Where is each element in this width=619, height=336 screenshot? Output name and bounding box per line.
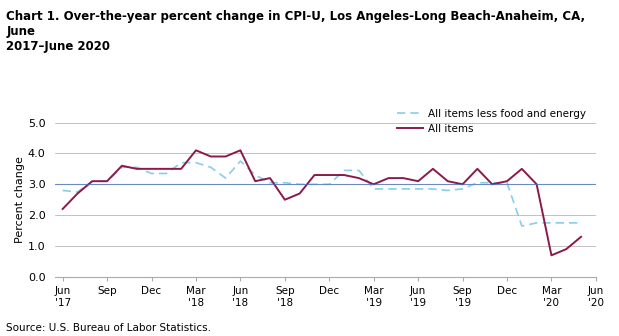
All items <box>533 182 540 186</box>
All items <box>103 179 111 183</box>
All items <box>355 176 363 180</box>
All items <box>178 167 185 171</box>
All items less food and energy <box>281 181 288 185</box>
All items less food and energy <box>518 224 526 228</box>
All items less food and energy <box>459 187 466 191</box>
Y-axis label: Percent change: Percent change <box>15 156 25 243</box>
All items <box>59 207 66 211</box>
All items <box>193 148 200 152</box>
All items less food and energy <box>370 187 378 191</box>
All items less food and energy <box>89 179 96 183</box>
All items <box>415 179 422 183</box>
All items <box>474 167 481 171</box>
All items less food and energy <box>103 179 111 183</box>
All items less food and energy <box>488 181 496 185</box>
All items less food and energy <box>148 171 155 175</box>
All items less food and energy <box>326 182 333 186</box>
Text: Source: U.S. Bureau of Labor Statistics.: Source: U.S. Bureau of Labor Statistics. <box>6 323 211 333</box>
All items less food and energy <box>533 221 540 225</box>
All items <box>488 182 496 186</box>
All items less food and energy <box>178 161 185 165</box>
All items less food and energy <box>296 182 303 186</box>
All items <box>133 167 141 171</box>
All items less food and energy <box>400 187 407 191</box>
All items <box>89 179 96 183</box>
All items less food and energy <box>415 187 422 191</box>
All items <box>370 182 378 186</box>
All items less food and energy <box>563 221 570 225</box>
All items less food and energy <box>193 161 200 165</box>
All items <box>118 164 126 168</box>
All items less food and energy <box>311 182 318 186</box>
All items less food and energy <box>548 221 555 225</box>
All items <box>222 155 229 159</box>
All items <box>400 176 407 180</box>
All items less food and energy <box>163 171 170 175</box>
All items <box>163 167 170 171</box>
Text: Chart 1. Over-the-year percent change in CPI-U, Los Angeles-Long Beach-Anaheim, : Chart 1. Over-the-year percent change in… <box>6 10 586 53</box>
All items less food and energy <box>578 221 585 225</box>
All items less food and energy <box>59 188 66 193</box>
Legend: All items less food and energy, All items: All items less food and energy, All item… <box>393 104 591 138</box>
All items <box>563 247 570 251</box>
Line: All items: All items <box>63 150 581 255</box>
All items less food and energy <box>133 165 141 169</box>
All items less food and energy <box>340 168 348 172</box>
All items less food and energy <box>355 168 363 172</box>
All items <box>385 176 392 180</box>
All items less food and energy <box>118 165 126 169</box>
All items <box>459 182 466 186</box>
All items <box>266 176 274 180</box>
All items <box>503 179 511 183</box>
All items <box>548 253 555 257</box>
All items <box>429 167 436 171</box>
All items less food and energy <box>251 173 259 177</box>
All items less food and energy <box>207 165 215 169</box>
All items <box>207 155 215 159</box>
All items less food and energy <box>222 176 229 180</box>
All items <box>311 173 318 177</box>
All items <box>518 167 526 171</box>
All items <box>74 192 81 196</box>
All items less food and energy <box>474 181 481 185</box>
All items <box>281 198 288 202</box>
All items less food and energy <box>74 190 81 194</box>
All items less food and energy <box>444 188 451 193</box>
All items <box>296 192 303 196</box>
All items less food and energy <box>503 181 511 185</box>
All items <box>326 173 333 177</box>
All items <box>148 167 155 171</box>
All items <box>236 148 244 152</box>
All items less food and energy <box>385 187 392 191</box>
All items <box>340 173 348 177</box>
All items <box>251 179 259 183</box>
All items less food and energy <box>266 181 274 185</box>
All items <box>444 179 451 183</box>
All items less food and energy <box>236 159 244 163</box>
All items <box>578 235 585 239</box>
Line: All items less food and energy: All items less food and energy <box>63 161 581 226</box>
All items less food and energy <box>429 187 436 191</box>
